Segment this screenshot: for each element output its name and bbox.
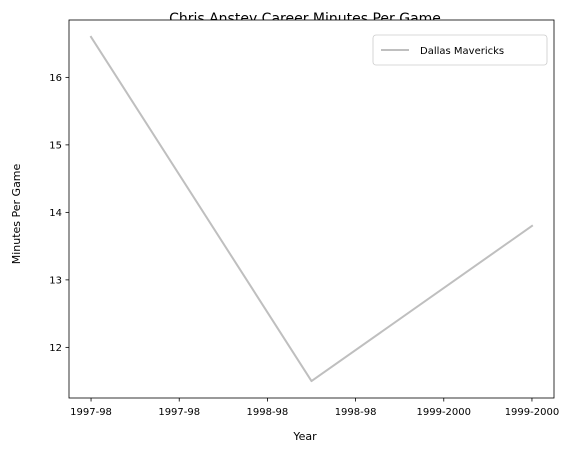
- x-tick-label: 1998-98: [335, 407, 377, 418]
- plot-area: [69, 20, 554, 398]
- legend: Dallas Mavericks: [372, 34, 548, 66]
- x-axis: 1997-98 1997-98 1998-98 1998-98 1999-2000 199…: [70, 398, 559, 418]
- series-layer: [89, 35, 534, 383]
- x-tick-label: 1997-98: [70, 407, 112, 418]
- y-axis-label: Minutes Per Game: [10, 163, 23, 264]
- series-line: [89, 35, 534, 383]
- y-tick-label: 14: [49, 208, 62, 219]
- x-tick-label: 1999-2000: [505, 407, 560, 418]
- y-tick-label: 15: [49, 140, 62, 151]
- plot-frame: [68, 19, 555, 399]
- y-tick-label: 12: [49, 343, 62, 354]
- legend-box: [372, 34, 548, 66]
- x-tick-label: 1997-98: [158, 407, 200, 418]
- y-tick-label: 13: [49, 275, 62, 286]
- x-axis-label: Year: [292, 430, 317, 443]
- legend-label: Dallas Mavericks: [420, 46, 504, 57]
- y-tick-label: 16: [49, 73, 62, 84]
- x-tick-label: 1998-98: [247, 407, 289, 418]
- x-tick-label: 1999-2000: [417, 407, 472, 418]
- y-axis: 12 13 14 15 16: [49, 73, 69, 354]
